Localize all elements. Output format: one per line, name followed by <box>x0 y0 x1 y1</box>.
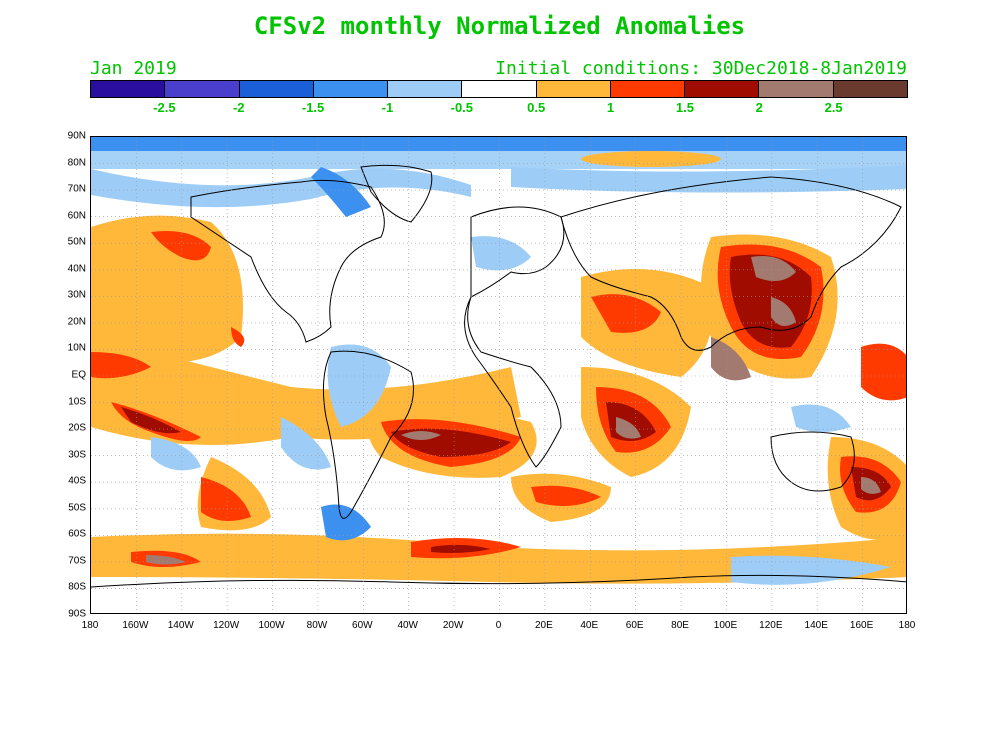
colorbar-swatch <box>165 81 240 97</box>
longitude-label: 60E <box>625 620 644 631</box>
latitude-label: 80N <box>67 157 86 169</box>
latitude-label: 70S <box>68 555 86 567</box>
coastlines <box>91 164 906 588</box>
longitude-label: 80E <box>671 620 689 631</box>
colorbar-swatch <box>685 81 760 97</box>
latitude-label: 50N <box>67 236 86 248</box>
longitude-label: 40E <box>580 620 599 631</box>
latitude-label: 40N <box>67 263 86 275</box>
longitude-label: 140E <box>804 620 828 631</box>
latitude-label: 60N <box>67 210 86 222</box>
latitude-label: 90N <box>67 130 86 142</box>
longitude-label: 120W <box>213 620 240 631</box>
latitude-label: 70N <box>67 183 86 195</box>
longitude-label: 20W <box>442 620 464 631</box>
longitude-label: 40W <box>397 620 418 631</box>
colorbar-swatch <box>610 81 686 97</box>
colorbar-label: 1.5 <box>675 100 694 115</box>
colorbar-label: -2.5 <box>153 100 176 115</box>
latitude-label: 30N <box>67 289 86 301</box>
colorbar-label: -1.5 <box>301 100 325 115</box>
longitude-label: 120E <box>759 620 783 631</box>
colorbar-swatch <box>91 81 166 97</box>
longitude-label: 180 <box>81 620 99 631</box>
colorbar-label: -0.5 <box>450 100 474 115</box>
longitude-label: 160E <box>849 620 874 631</box>
anomaly-field-svg <box>91 137 906 613</box>
color-scale-labels: -2.5 -2 -1.5 -1 -0.5 0.5 1 1.5 2 2.5 <box>90 100 908 118</box>
colorbar-swatch <box>388 81 463 97</box>
colorbar-swatch <box>239 81 314 97</box>
latitude-label: 90S <box>68 608 86 620</box>
longitude-label: 0 <box>495 620 502 631</box>
colorbar-label: -1 <box>381 100 394 115</box>
longitude-label: 20E <box>534 620 553 631</box>
latitude-label: EQ <box>71 369 86 381</box>
initial-conditions-label: Initial conditions: 30Dec2018-8Jan2019 <box>495 58 907 79</box>
longitude-label: 160W <box>122 620 149 631</box>
latitude-label: 60S <box>68 528 86 540</box>
colorbar-label: 1 <box>606 100 615 115</box>
latitude-label: 20S <box>68 422 86 434</box>
longitude-label: 180 <box>898 620 916 631</box>
latitude-label: 10S <box>68 396 86 408</box>
longitude-label: 100W <box>258 620 285 631</box>
latitude-label: 40S <box>68 475 86 487</box>
color-scale-bar <box>90 80 908 98</box>
colorbar-label: 0.5 <box>527 100 546 115</box>
anomaly-map <box>90 136 907 614</box>
graticule <box>91 137 906 613</box>
latitude-label: 50S <box>68 502 86 514</box>
latitude-label: 30S <box>68 449 86 461</box>
longitude-label: 60W <box>352 620 373 631</box>
map-title: CFSv2 monthly Normalized Anomalies <box>253 12 746 40</box>
longitude-label: 80W <box>306 620 328 631</box>
colorbar-swatch <box>536 81 611 97</box>
colorbar-swatch <box>462 81 537 97</box>
anomaly-field <box>91 137 906 585</box>
colorbar-label: -2 <box>232 100 245 115</box>
latitude-label: 80S <box>68 581 86 593</box>
longitude-label: 140W <box>167 620 194 631</box>
colorbar-swatch <box>313 81 389 97</box>
valid-month-label: Jan 2019 <box>90 58 177 79</box>
colorbar-swatch <box>833 81 907 97</box>
colorbar-label: 2 <box>755 100 763 115</box>
latitude-label: 20N <box>67 316 86 328</box>
longitude-label: 100E <box>713 620 738 631</box>
colorbar-label: 2.5 <box>824 100 843 115</box>
latitude-label: 10N <box>67 342 86 354</box>
colorbar-swatch <box>759 81 834 97</box>
